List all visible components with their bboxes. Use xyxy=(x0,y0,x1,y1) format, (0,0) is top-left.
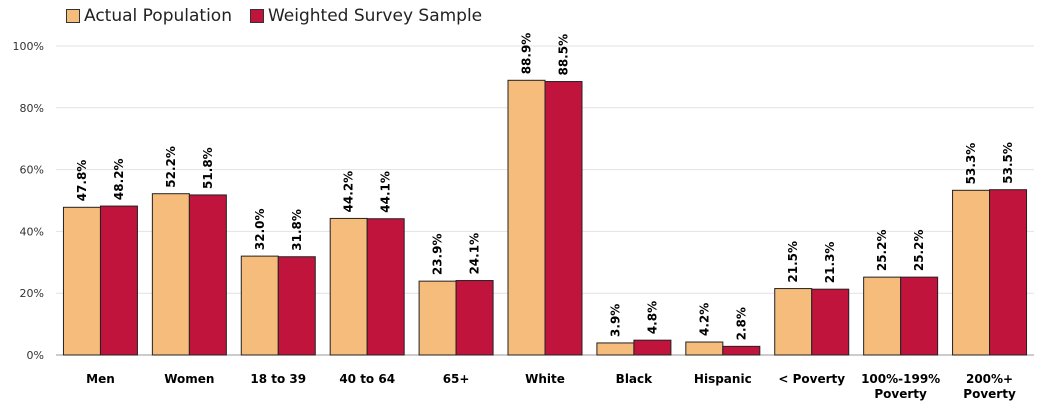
y-axis: 0% 20% 40% 60% 80% 100% xyxy=(13,40,44,362)
bar xyxy=(507,79,546,356)
data-label: 25.2% xyxy=(875,229,889,271)
bar xyxy=(952,189,991,356)
x-axis: Men Women 18 to 39 40 to 64 65+ White Black His… xyxy=(86,372,1016,401)
bar xyxy=(151,193,190,356)
x-category-label: 18 to 39 xyxy=(250,372,306,386)
data-label: 4.8% xyxy=(645,301,659,334)
data-label: 48.2% xyxy=(112,158,126,200)
y-tick-label: 100% xyxy=(13,40,44,53)
data-label: 2.8% xyxy=(734,307,748,340)
legend-swatch-actual-population xyxy=(66,9,80,23)
bars xyxy=(62,79,1028,356)
data-label: 21.3% xyxy=(823,242,837,284)
data-label: 21.5% xyxy=(786,241,800,283)
legend-item-weighted-survey-sample: Weighted Survey Sample xyxy=(249,6,483,26)
data-label: 3.9% xyxy=(608,304,622,337)
data-label: 51.8% xyxy=(201,147,215,189)
y-tick-label: 60% xyxy=(20,164,44,177)
x-category-label: Women xyxy=(164,372,214,386)
bar xyxy=(188,194,227,356)
bar xyxy=(366,218,405,356)
bar xyxy=(329,217,368,356)
bar xyxy=(62,206,101,356)
bar xyxy=(596,342,635,356)
data-label: 44.2% xyxy=(342,171,356,213)
bar xyxy=(455,280,494,356)
bar xyxy=(811,288,850,356)
bar xyxy=(900,276,939,356)
data-label: 53.3% xyxy=(964,143,978,185)
bar xyxy=(989,189,1028,356)
data-label: 88.9% xyxy=(520,33,534,75)
x-category-label: Men xyxy=(86,372,115,386)
data-label: 32.0% xyxy=(253,208,267,250)
y-tick-label: 40% xyxy=(20,225,44,238)
x-category-label: Black xyxy=(616,372,653,386)
bar xyxy=(544,81,583,356)
bar xyxy=(863,276,902,356)
y-tick-label: 20% xyxy=(20,287,44,300)
legend-item-actual-population: Actual Population xyxy=(66,6,232,26)
x-category-label: 40 to 64 xyxy=(339,372,395,386)
x-category-label: 100%-199% xyxy=(861,372,940,386)
x-category-label: < Poverty xyxy=(778,372,845,386)
legend-label-actual-population: Actual Population xyxy=(84,6,232,26)
data-label: 31.8% xyxy=(290,209,304,251)
data-label: 52.2% xyxy=(164,146,178,188)
data-label: 53.5% xyxy=(1001,142,1015,184)
x-category-label: White xyxy=(525,372,565,386)
x-category-label: Hispanic xyxy=(694,372,752,386)
bar xyxy=(722,345,761,356)
legend-label-weighted-survey-sample: Weighted Survey Sample xyxy=(267,6,483,26)
x-category-label: Poverty xyxy=(963,387,1016,401)
data-label: 44.1% xyxy=(379,171,393,213)
legend: Actual Population Weighted Survey Sample xyxy=(66,6,482,26)
y-tick-label: 80% xyxy=(20,102,44,115)
bar xyxy=(240,255,279,356)
data-label: 4.2% xyxy=(697,303,711,336)
y-tick-label: 0% xyxy=(27,349,44,362)
x-category-label: 65+ xyxy=(443,372,470,386)
legend-swatch-weighted-survey-sample xyxy=(249,9,264,23)
bar xyxy=(418,280,457,356)
data-label: 88.5% xyxy=(557,34,571,76)
data-labels: 47.8% 48.2% 52.2% 51.8% 32.0% 31.8% 44.2% 44.1%… xyxy=(75,33,1015,341)
x-category-label: 200%+ xyxy=(966,372,1013,386)
bar xyxy=(99,205,138,356)
data-label: 23.9% xyxy=(431,234,445,276)
bar xyxy=(633,339,672,356)
data-label: 47.8% xyxy=(75,160,89,202)
data-label: 24.1% xyxy=(468,233,482,275)
data-label: 25.2% xyxy=(912,229,926,271)
bar xyxy=(277,256,316,356)
x-category-label: Poverty xyxy=(874,387,927,401)
bar xyxy=(685,341,724,356)
bar xyxy=(774,288,813,356)
